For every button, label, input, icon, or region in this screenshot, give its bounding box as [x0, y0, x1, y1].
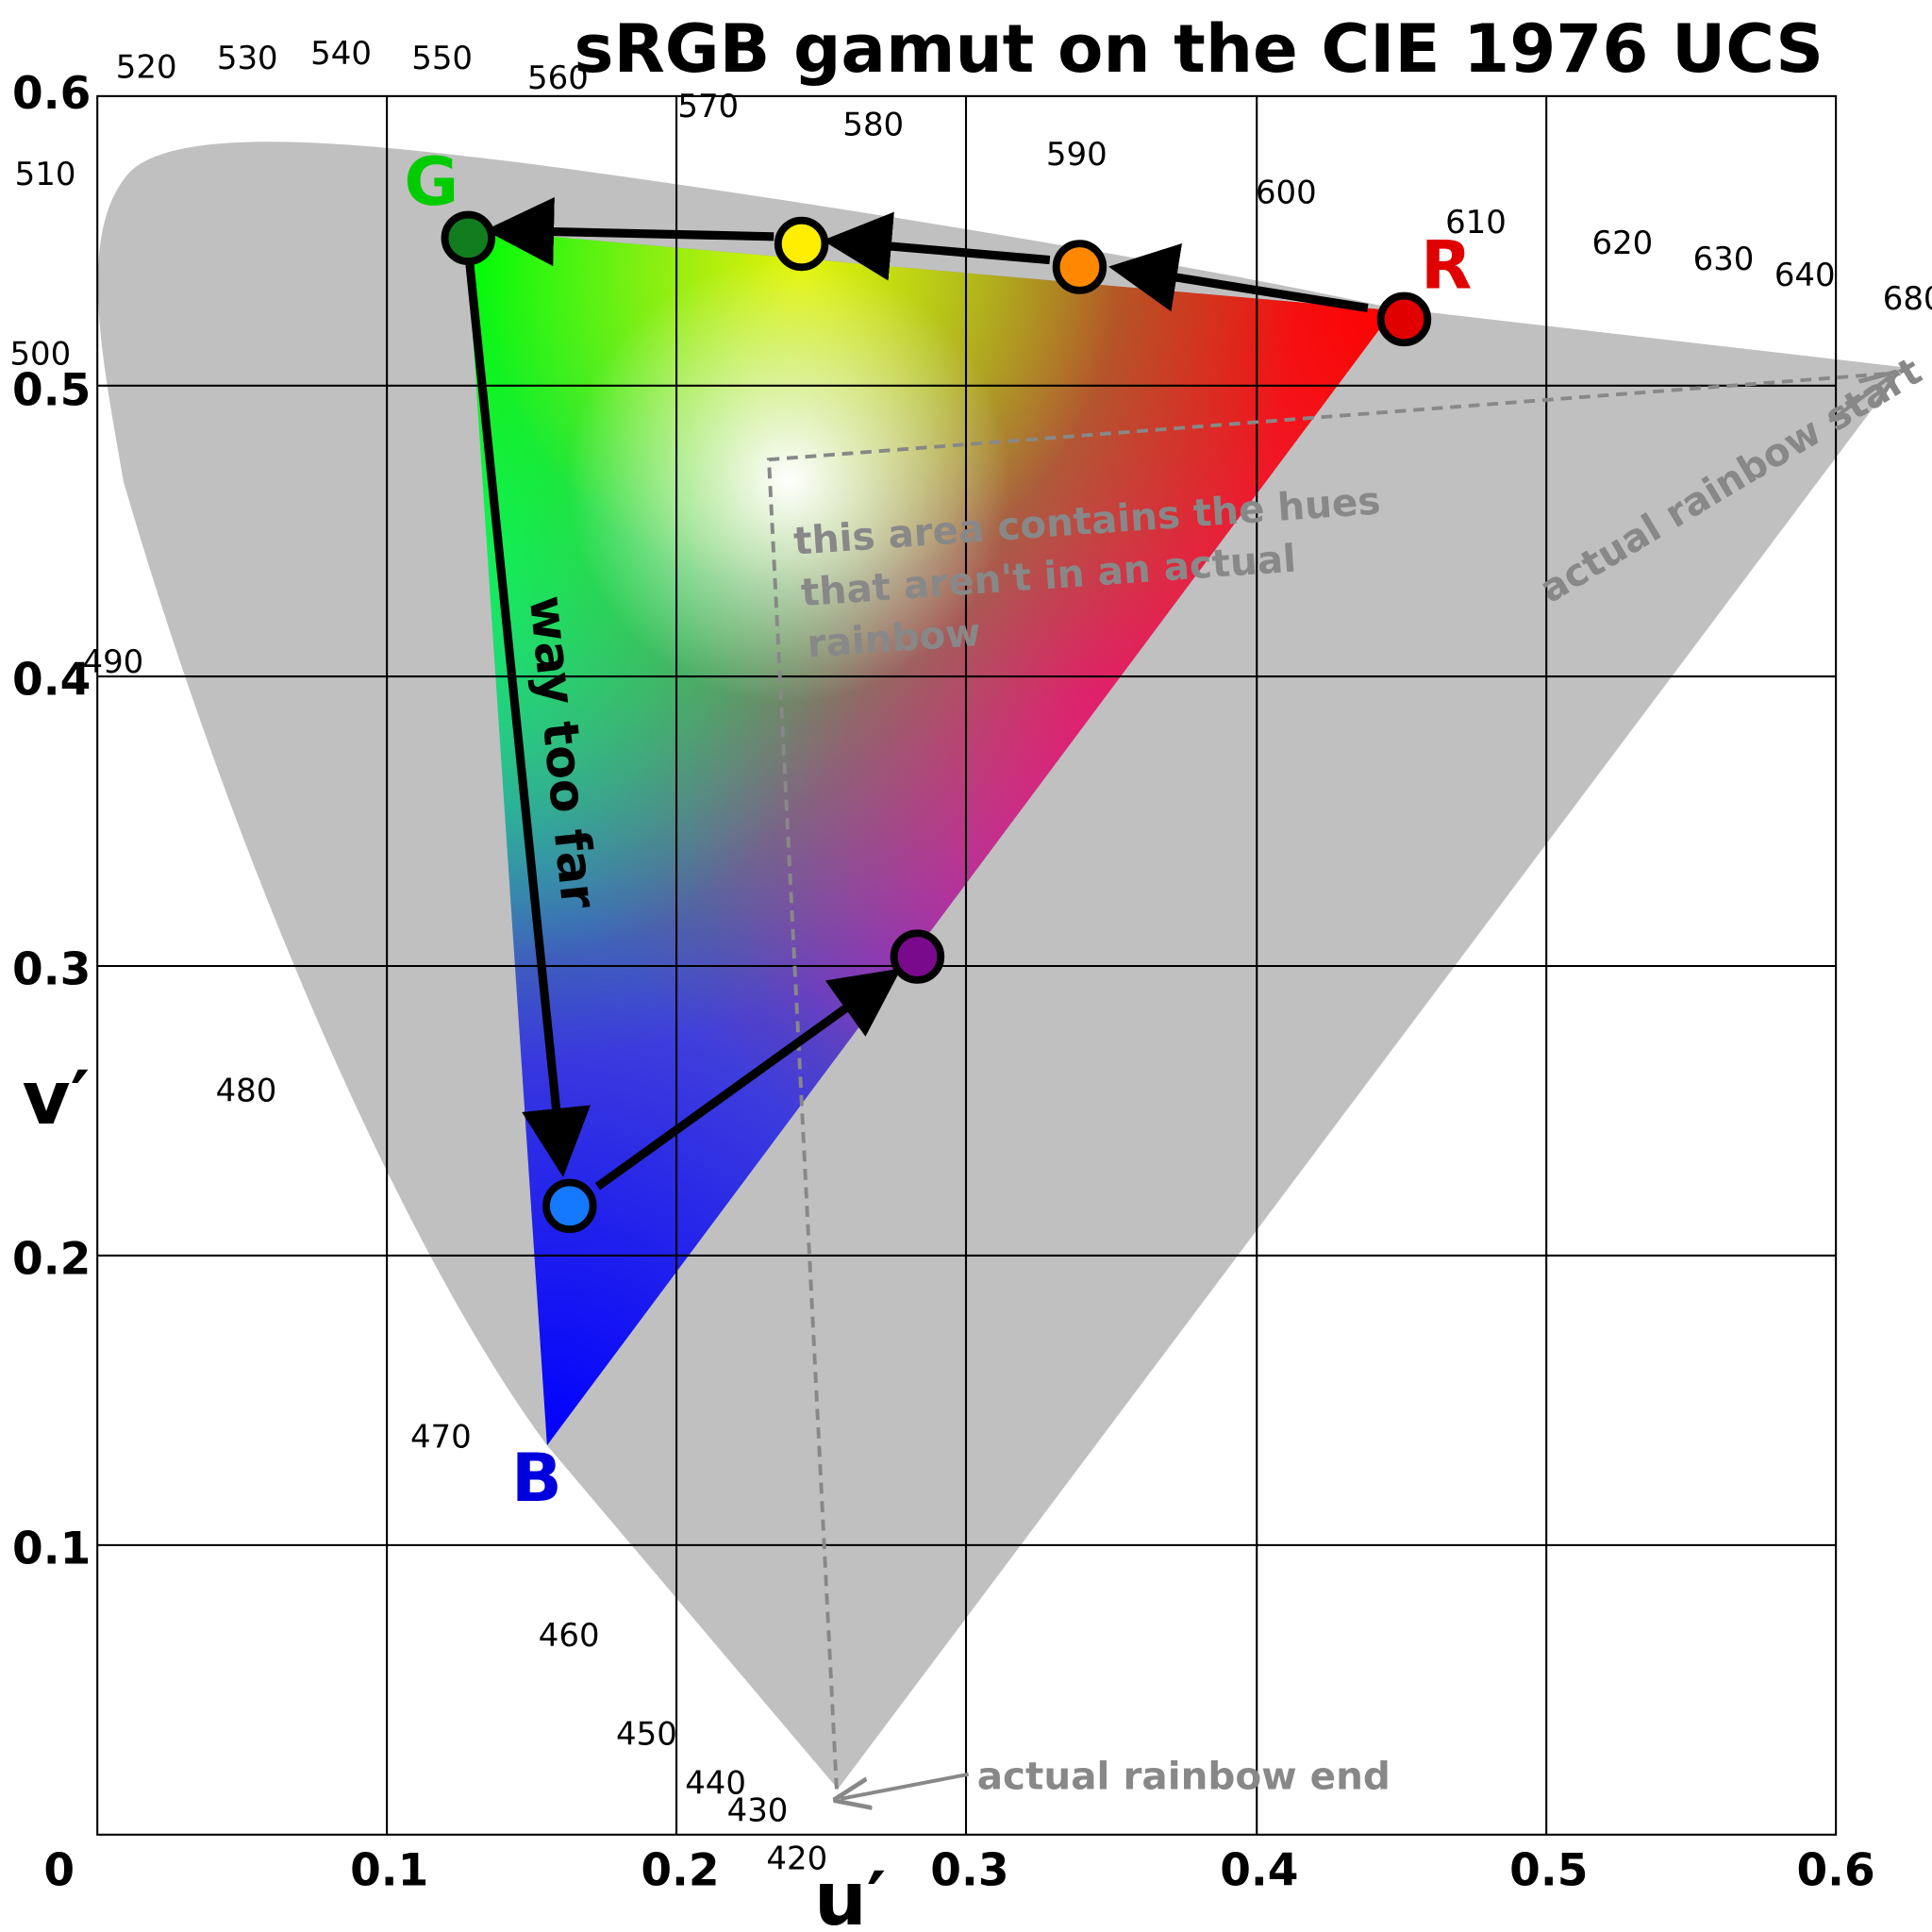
wavelength-label: 420 [766, 1840, 827, 1877]
primary-blue-label: B [511, 1440, 562, 1517]
wavelength-label: 520 [116, 48, 177, 86]
hue-point-orange [1052, 240, 1108, 294]
arrow-blue-to-purple [594, 968, 902, 1191]
hue-points [441, 210, 1432, 1234]
wavelength-label: 620 [1592, 225, 1654, 262]
non-rainbow-region-outline [766, 371, 1892, 1790]
hue-point-red [1376, 291, 1432, 347]
wavelength-label: 590 [1046, 136, 1108, 174]
wavelength-label: 430 [727, 1791, 789, 1829]
wavelength-label: 570 [677, 88, 739, 125]
wavelength-label: 450 [616, 1715, 677, 1753]
wavelength-labels: 420 430 440 450 460 470 480 490 500 510 … [9, 35, 1932, 1877]
grid [96, 94, 1838, 1836]
y-tick-label: 0.5 [12, 365, 91, 417]
wavelength-label: 530 [217, 40, 278, 77]
y-tick-label: 0.2 [12, 1234, 91, 1286]
x-tick-label: 0.2 [641, 1844, 719, 1896]
wavelength-label: 550 [411, 40, 473, 77]
arrow-green-to-blue [465, 260, 591, 1177]
y-tick-label: 0.3 [12, 944, 91, 996]
srgb-gamut-triangle [465, 228, 1394, 1446]
hue-point-yellow [774, 216, 829, 272]
wavelength-label: 500 [9, 336, 71, 374]
hue-point-purple [890, 929, 945, 984]
wavelength-label: 480 [216, 1073, 277, 1110]
wavelength-label: 460 [539, 1617, 600, 1655]
y-tick-label: 0.1 [12, 1523, 91, 1574]
wavelength-label: 540 [310, 35, 372, 73]
x-tick-label: 0 [43, 1844, 75, 1896]
x-axis-title: u′ [814, 1857, 886, 1932]
y-axis-title: v′ [23, 1056, 91, 1141]
x-tick-label: 0.6 [1796, 1844, 1874, 1896]
x-tick-label: 0.4 [1220, 1844, 1298, 1896]
wavelength-label: 630 [1693, 241, 1755, 278]
hue-point-blue [542, 1178, 597, 1234]
x-tick-labels: 0 0.1 0.2 0.3 0.4 0.5 0.6 [43, 1844, 1874, 1896]
wavelength-label: 640 [1774, 257, 1836, 294]
primary-green-label: G [404, 143, 458, 221]
y-tick-labels: 0.1 0.2 0.3 0.4 0.5 0.6 [12, 68, 91, 1575]
wavelength-label: 680 [1883, 280, 1932, 318]
wavelength-label: 580 [842, 107, 904, 144]
wavelength-label: 610 [1445, 204, 1507, 242]
y-tick-label: 0.6 [12, 68, 91, 120]
x-tick-label: 0.5 [1509, 1844, 1588, 1896]
arrow-red-to-orange [1108, 243, 1369, 313]
wavelength-label: 470 [410, 1419, 472, 1457]
x-tick-label: 0.3 [930, 1844, 1008, 1896]
x-tick-label: 0.1 [350, 1844, 428, 1896]
chart-title: sRGB gamut on the CIE 1976 UCS [575, 10, 1824, 88]
arrow-yellow-to-green [484, 197, 774, 267]
wavelength-label: 600 [1256, 175, 1317, 212]
rainbow-end-label: actual rainbow end [977, 1753, 1391, 1798]
rainbow-start-arrow [1828, 375, 1891, 424]
rainbow-end-arrow [841, 1772, 969, 1799]
hue-path-arrows [465, 197, 1369, 1191]
wavelength-label: 510 [15, 156, 76, 193]
arrow-orange-to-yellow [822, 211, 1051, 281]
hue-point-green [441, 210, 496, 266]
y-tick-label: 0.4 [12, 655, 91, 707]
wavelength-label: 490 [83, 643, 144, 681]
primary-red-label: R [1421, 227, 1472, 305]
wavelength-label: 440 [685, 1765, 746, 1803]
wavelength-label: 560 [527, 59, 589, 97]
